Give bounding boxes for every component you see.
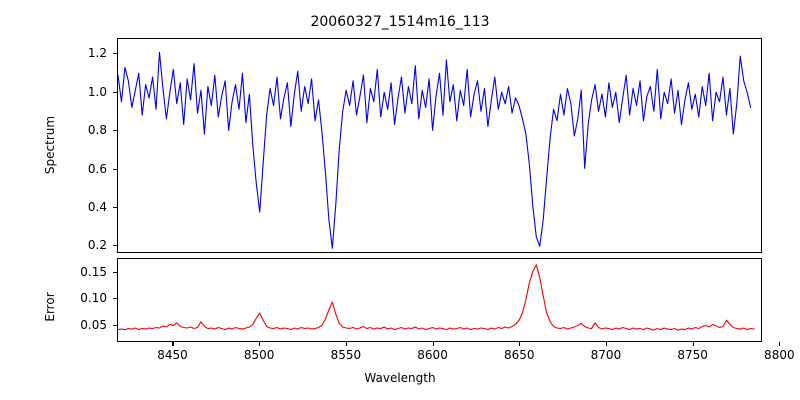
spectrum-data-line — [118, 51, 752, 249]
x-tick-mark — [519, 342, 521, 346]
y-tick-label: 0.2 — [87, 238, 107, 253]
x-tick-label: 8450 — [157, 348, 188, 362]
x-tick-label: 8500 — [243, 348, 275, 362]
y-tick-mark — [113, 53, 117, 55]
y-tick-mark — [113, 91, 117, 93]
x-tick-label: 8600 — [417, 348, 448, 362]
y-tick-label: 0.8 — [87, 123, 107, 138]
x-tick-mark — [172, 342, 174, 346]
x-tick-mark — [605, 342, 608, 346]
x-tick-mark — [779, 342, 781, 346]
y-tick-mark — [113, 168, 117, 170]
y-tick-mark — [113, 298, 117, 300]
y-tick-mark — [113, 271, 117, 273]
y-tick-mark — [113, 130, 117, 132]
x-tick-label: 8800 — [764, 348, 795, 362]
y-tick-label: 0.4 — [87, 199, 107, 214]
x-tick-mark — [345, 342, 347, 346]
y-axis-label-spectrum: Spectrum — [43, 115, 57, 175]
y-tick-mark — [113, 324, 117, 327]
y-tick-label: 0.15 — [80, 264, 107, 279]
y-tick-mark — [113, 245, 117, 247]
error-plot-panel — [117, 258, 762, 342]
x-tick-mark — [692, 342, 694, 346]
figure-title: 20060327_1514m16_113 — [310, 14, 490, 30]
spectrum-plot-panel — [117, 38, 762, 253]
y-tick-label: 1.2 — [87, 46, 107, 61]
y-tick-label: 0.10 — [80, 291, 107, 306]
x-tick-label: 8700 — [590, 348, 622, 362]
y-tick-mark — [113, 206, 117, 209]
x-axis-label: Wavelength — [364, 371, 436, 385]
error-line-svg — [118, 264, 755, 331]
y-tick-label: 0.6 — [87, 161, 107, 176]
x-tick-label: 8550 — [330, 348, 362, 362]
y-tick-label: 1.0 — [87, 84, 107, 99]
x-tick-label: 8750 — [677, 348, 708, 362]
x-tick-mark — [432, 342, 434, 346]
spectrum-line-svg — [118, 51, 752, 249]
error-data-line — [118, 264, 755, 331]
y-tick-label: 0.05 — [80, 317, 107, 332]
x-tick-mark — [259, 342, 261, 346]
x-tick-label: 8650 — [503, 348, 535, 362]
